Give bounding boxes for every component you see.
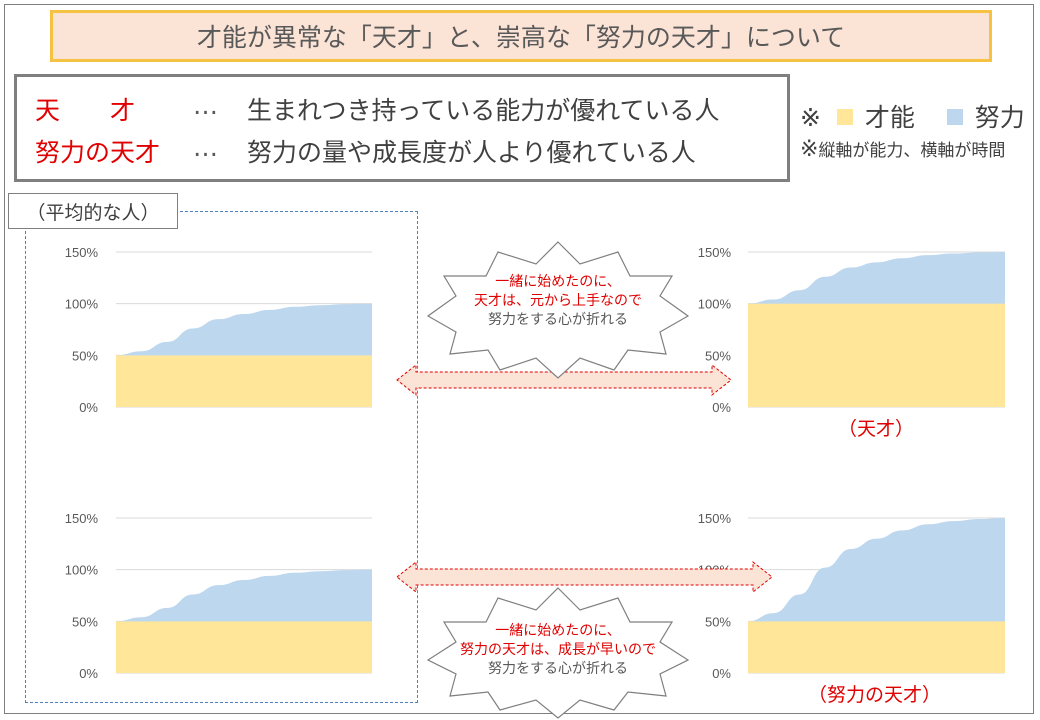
effort-area (748, 518, 1005, 622)
axis-note: ※縦軸が能力、横軸が時間 (800, 136, 1005, 162)
y-tick-label: 0% (712, 400, 731, 415)
talent-area (116, 355, 372, 407)
y-tick-label: 100% (698, 297, 732, 312)
y-tick-label: 0% (79, 666, 98, 681)
callout-burst-bottom (426, 587, 690, 719)
talent-area (748, 303, 1005, 407)
definition-text: 生まれつき持っている能力が優れている人 (247, 96, 720, 125)
double-arrow-bottom (396, 560, 773, 594)
callout-line: 努力の天才は、成長が早いので (460, 642, 656, 658)
definitions-box: 天 才 … 生まれつき持っている能力が優れている人 努力の天才 … 努力の量や成… (14, 74, 790, 182)
slide-frame (4, 4, 1034, 714)
talent-area (748, 621, 1005, 673)
callout-line: 努力をする心が折れる (488, 661, 628, 677)
legend-effort-label: 努力 (974, 103, 1025, 132)
y-tick-label: 0% (712, 666, 731, 681)
caption-effort-genius: （努力の天才） (808, 684, 942, 706)
y-tick-label: 150% (698, 511, 732, 526)
legend-talent-label: 才能 (864, 103, 915, 132)
y-tick-label: 100% (65, 563, 99, 578)
chart-average-bottom: 0% 50% 100% 150% (65, 511, 372, 681)
definition-term: 努力の天才 (35, 138, 161, 167)
chart-effort-genius: 0%50%100%150% (698, 511, 1005, 681)
average-person-group (25, 211, 418, 703)
talent-area (116, 621, 372, 673)
definition-term: 天 才 (35, 96, 136, 125)
definition-separator: … (193, 133, 218, 162)
caption-genius: （天才） (838, 418, 915, 440)
callout-burst-top (426, 241, 690, 379)
y-tick-label: 150% (65, 245, 99, 260)
effort-area (748, 252, 1005, 304)
callout-line: 努力をする心が折れる (488, 312, 628, 328)
talent-swatch (836, 109, 853, 125)
y-tick-label: 50% (72, 348, 98, 363)
effort-area (116, 569, 372, 622)
definition-text: 努力の量や成長度が人より優れている人 (247, 138, 696, 167)
y-tick-label: 150% (65, 511, 99, 526)
chart-genius: 0% 50% 100% 150% (698, 245, 1005, 415)
definition-separator: … (193, 91, 218, 120)
double-arrow-top (396, 363, 732, 397)
effort-area (116, 303, 372, 356)
effort-swatch (946, 109, 963, 125)
axis-note-text: 縦軸が能力、横軸が時間 (818, 141, 1006, 161)
callout-line: 一緒に始めたのに、 (495, 274, 621, 290)
y-tick-label: 150% (698, 245, 732, 260)
average-person-tag: （平均的な人） (8, 193, 178, 229)
y-tick-label: 50% (72, 614, 98, 629)
legend: ※ 才能 努力 (800, 98, 1025, 134)
slide-title: 才能が異常な「天才」と、崇高な「努力の天才」について (50, 10, 992, 62)
y-tick-label: 100% (65, 297, 99, 312)
callout-line: 一緒に始めたのに、 (495, 623, 621, 639)
y-tick-label: 0% (79, 400, 98, 415)
y-tick-label: 50% (705, 348, 731, 363)
axis-note-mark: ※ (800, 137, 819, 162)
legend-prefix: ※ (800, 103, 821, 132)
charts-group: 0%50%100%150%0%50%100%150%0%50%100%150%0… (65, 245, 1005, 681)
chart-average-top: 0% 50% 100% 150% (65, 245, 372, 415)
y-tick-label: 50% (705, 614, 731, 629)
callout-text-top: 一緒に始めたのに、 天才は、元から上手なので 努力をする心が折れる (458, 273, 658, 330)
callout-text-bottom: 一緒に始めたのに、 努力の天才は、成長が早いので 努力をする心が折れる (438, 622, 678, 679)
callout-line: 天才は、元から上手なので (474, 293, 642, 309)
